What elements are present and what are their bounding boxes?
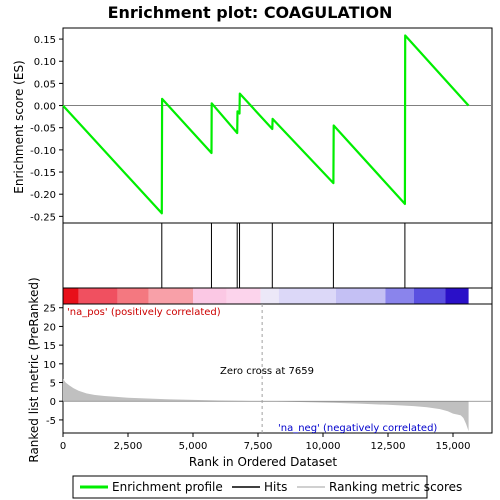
heatmap-block — [226, 288, 261, 304]
rank-xtick-label: 5,000 — [179, 441, 208, 452]
es-ytick-label: 0.05 — [34, 79, 56, 90]
heatmap-block — [278, 288, 336, 304]
enrichment-score-panel: 0.15 0.10 0.05 0.00 -0.05 -0.10 -0.15 -0.20 -0.2… — [30, 27, 493, 224]
legend: Enrichment profile Hits Ranking metric s… — [72, 475, 462, 499]
metric-ytick-label: 25 — [43, 304, 56, 315]
es-axis-label: Enrichment score (ES) — [12, 60, 26, 193]
rank-xtick-label: 0 — [60, 441, 66, 452]
hits-frame — [62, 222, 493, 289]
ranking-heatmap-bar — [62, 287, 493, 305]
rank-xtick-label: 7,500 — [244, 441, 273, 452]
metric-ytick-label: 5 — [50, 379, 56, 390]
heatmap-block — [117, 288, 149, 304]
heatmap-block — [148, 288, 193, 304]
metric-plot-frame — [62, 303, 493, 434]
heatmap-block — [414, 288, 446, 304]
ranked-metric-panel: 25 20 15 10 5 0 -5 0 2,500 5,000 7,500 10,000 12,500… — [43, 303, 493, 452]
rank-xtick-label: 2,500 — [114, 441, 143, 452]
es-ytick-label: -0.15 — [30, 168, 56, 179]
es-ytick-label: -0.25 — [30, 212, 56, 223]
heatmap-block — [445, 288, 469, 304]
metric-ytick-label: -5 — [46, 416, 56, 427]
negative-correlation-label: 'na_neg' (negatively correlated) — [278, 423, 437, 434]
zero-cross-label: Zero cross at 7659 — [220, 366, 314, 377]
rank-axis-label: Rank in Ordered Dataset — [189, 455, 337, 469]
rank-xtick-label: 15,000 — [436, 441, 471, 452]
heatmap-block — [193, 288, 227, 304]
metric-ytick-label: 15 — [43, 341, 56, 352]
heatmap-block — [260, 288, 279, 304]
rank-xtick-label: 10,000 — [306, 441, 341, 452]
heatmap-block — [63, 288, 79, 304]
es-ytick-label: 0.00 — [34, 102, 56, 113]
legend-hits-label: Hits — [264, 480, 287, 494]
metric-ytick-label: 20 — [43, 322, 56, 333]
legend-enrichment-label: Enrichment profile — [112, 480, 223, 494]
enrichment-profile-line — [62, 34, 470, 215]
hits-panel — [62, 222, 493, 289]
es-ytick-label: -0.10 — [30, 146, 56, 157]
es-ytick-label: 0.15 — [34, 35, 56, 46]
heatmap-block — [78, 288, 118, 304]
positive-correlation-label: 'na_pos' (positively correlated) — [67, 307, 221, 318]
metric-ytick-label: 0 — [50, 397, 56, 408]
metric-axis-label: Ranked list metric (PreRanked) — [27, 277, 41, 462]
chart-title: Enrichment plot: COAGULATION — [108, 3, 393, 22]
rank-xtick-label: 12,500 — [371, 441, 406, 452]
es-ytick-label: -0.05 — [30, 124, 56, 135]
es-ytick-label: 0.10 — [34, 57, 56, 68]
es-ytick-label: -0.20 — [30, 190, 56, 201]
heatmap-block — [385, 288, 414, 304]
legend-metric-label: Ranking metric scores — [329, 480, 462, 494]
heatmap-block — [336, 288, 386, 304]
metric-ytick-label: 10 — [43, 360, 56, 371]
